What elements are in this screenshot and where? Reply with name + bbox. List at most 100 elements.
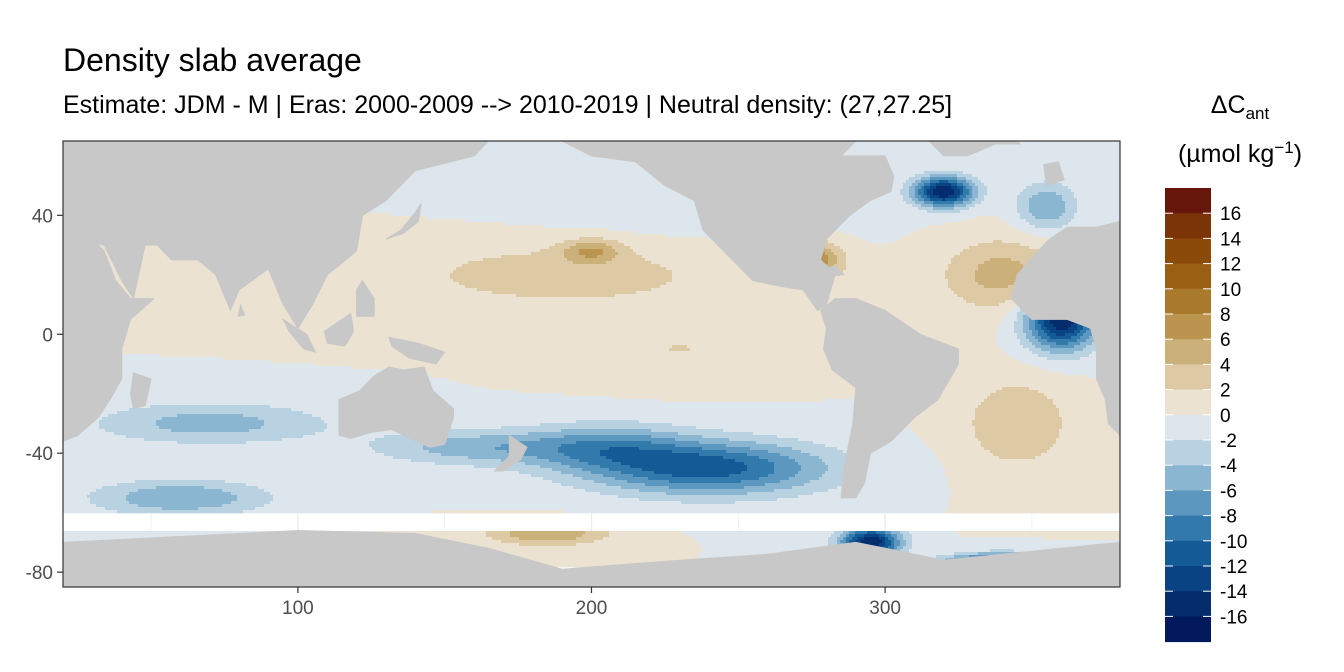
field-cell bbox=[1065, 156, 1068, 159]
field-cell bbox=[1047, 153, 1050, 156]
field-cell bbox=[531, 153, 534, 156]
field-cell bbox=[966, 168, 969, 171]
field-cell bbox=[912, 174, 915, 177]
field-cell bbox=[912, 177, 915, 180]
field-cell bbox=[924, 180, 927, 183]
field-cell bbox=[978, 165, 981, 168]
field-cell bbox=[534, 159, 537, 162]
field-cell bbox=[966, 171, 969, 174]
field-cell bbox=[546, 171, 549, 174]
field-cell bbox=[540, 156, 543, 159]
field-cell bbox=[585, 174, 588, 177]
field-cell bbox=[504, 144, 507, 147]
field-cell bbox=[969, 165, 972, 168]
field-cell bbox=[1044, 156, 1047, 159]
field-cell bbox=[1113, 147, 1116, 150]
field-cell bbox=[1041, 180, 1044, 183]
field-cell bbox=[894, 168, 897, 171]
field-cell bbox=[930, 156, 933, 159]
field-cell bbox=[537, 180, 540, 183]
field-cell bbox=[561, 180, 564, 183]
field-cell bbox=[1014, 147, 1017, 150]
field-cell bbox=[1023, 177, 1026, 180]
field-cell bbox=[963, 177, 966, 180]
field-cell bbox=[996, 153, 999, 156]
field-cell bbox=[1029, 144, 1032, 147]
field-cell bbox=[915, 174, 918, 177]
field-cell bbox=[954, 156, 957, 159]
field-cell bbox=[540, 174, 543, 177]
field-cell bbox=[534, 147, 537, 150]
field-cell bbox=[588, 174, 591, 177]
field-cell bbox=[1014, 180, 1017, 183]
field-cell bbox=[498, 174, 501, 177]
field-cell bbox=[951, 159, 954, 162]
field-cell bbox=[1023, 162, 1026, 165]
field-cell bbox=[1017, 168, 1020, 171]
field-cell bbox=[930, 150, 933, 153]
field-cell bbox=[984, 171, 987, 174]
field-cell bbox=[999, 171, 1002, 174]
field-cell bbox=[1059, 159, 1062, 162]
field-cell bbox=[990, 174, 993, 177]
field-cell bbox=[501, 168, 504, 171]
field-cell bbox=[954, 168, 957, 171]
field-cell bbox=[981, 174, 984, 177]
field-cell bbox=[969, 171, 972, 174]
field-cell bbox=[540, 162, 543, 165]
field-cell bbox=[1092, 177, 1095, 180]
field-cell bbox=[513, 165, 516, 168]
field-cell bbox=[552, 177, 555, 180]
field-cell bbox=[582, 153, 585, 156]
field-cell bbox=[504, 150, 507, 153]
field-cell bbox=[1020, 162, 1023, 165]
field-cell bbox=[915, 150, 918, 153]
field-cell bbox=[1080, 168, 1083, 171]
field-cell bbox=[465, 171, 468, 174]
field-cell bbox=[1044, 159, 1047, 162]
field-cell bbox=[1095, 144, 1098, 147]
field-cell bbox=[978, 156, 981, 159]
field-cell bbox=[549, 180, 552, 183]
field-cell bbox=[1077, 156, 1080, 159]
field-cell bbox=[531, 174, 534, 177]
field-cell bbox=[519, 156, 522, 159]
field-cell bbox=[1035, 171, 1038, 174]
field-cell bbox=[936, 153, 939, 156]
field-cell bbox=[1071, 171, 1074, 174]
field-cell bbox=[894, 180, 897, 183]
field-cell bbox=[990, 153, 993, 156]
field-cell bbox=[1044, 153, 1047, 156]
field-cell bbox=[417, 180, 420, 183]
field-cell bbox=[936, 180, 939, 183]
field-cell bbox=[465, 159, 468, 162]
field-cell bbox=[609, 165, 612, 168]
field-cell bbox=[1104, 174, 1107, 177]
field-cell bbox=[1005, 165, 1008, 168]
field-cell bbox=[456, 162, 459, 165]
field-cell bbox=[954, 177, 957, 180]
field-cell bbox=[1098, 174, 1101, 177]
field-cell bbox=[981, 168, 984, 171]
field-cell bbox=[864, 147, 867, 150]
field-cell bbox=[972, 177, 975, 180]
field-cell bbox=[507, 162, 510, 165]
field-cell bbox=[534, 171, 537, 174]
field-cell bbox=[474, 165, 477, 168]
field-cell bbox=[528, 159, 531, 162]
field-cell bbox=[474, 174, 477, 177]
field-cell bbox=[459, 171, 462, 174]
field-cell bbox=[609, 180, 612, 183]
field-cell bbox=[930, 171, 933, 174]
field-cell bbox=[543, 180, 546, 183]
field-cell bbox=[624, 165, 627, 168]
field-cell bbox=[1077, 177, 1080, 180]
field-cell bbox=[543, 150, 546, 153]
field-cell bbox=[1077, 144, 1080, 147]
field-cell bbox=[531, 165, 534, 168]
field-cell bbox=[1074, 171, 1077, 174]
field-cell bbox=[924, 174, 927, 177]
field-cell bbox=[486, 174, 489, 177]
field-cell bbox=[495, 162, 498, 165]
field-cell bbox=[930, 159, 933, 162]
